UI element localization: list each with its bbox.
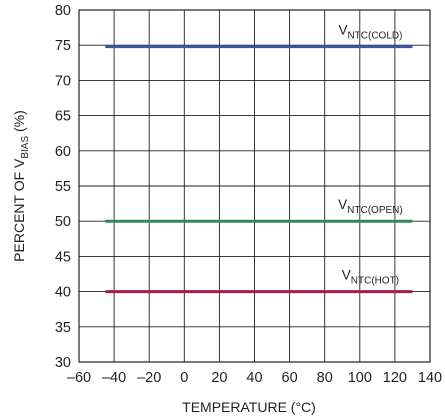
- grid: [78, 9, 431, 363]
- y-axis-title: PERCENT OF VBIAS (%): [11, 110, 31, 262]
- y-tick-label: 60: [55, 144, 71, 160]
- series-lines: [105, 45, 413, 294]
- series-label: VNTC(COLD): [338, 23, 402, 42]
- x-tick-label: 60: [282, 370, 298, 386]
- y-axis-title-main: PERCENT OF V: [11, 158, 27, 262]
- series-label: VNTC(HOT): [342, 268, 399, 287]
- x-tick-label: –60: [67, 370, 91, 386]
- x-tick-label: –40: [102, 370, 126, 386]
- tick-labels: –60 –40 –20 0 20 40 60 80 100 120 140 30 35 40 45 50 55 6…: [55, 3, 442, 386]
- y-tick-label: 70: [55, 73, 71, 89]
- y-tick-label: 50: [55, 214, 71, 230]
- x-tick-label: 20: [211, 370, 227, 386]
- y-tick-label: 65: [55, 109, 71, 125]
- x-axis-title: TEMPERATURE (°C): [182, 399, 316, 415]
- x-tick-label: –20: [137, 370, 161, 386]
- y-tick-label: 35: [55, 320, 71, 336]
- y-tick-label: 45: [55, 249, 71, 265]
- x-tick-label: 80: [317, 370, 333, 386]
- y-tick-label: 30: [55, 355, 71, 371]
- x-tick-label: 40: [246, 370, 262, 386]
- series-labels: VNTC(COLD) VNTC(OPEN) VNTC(HOT): [338, 23, 403, 287]
- series-label: VNTC(OPEN): [338, 197, 403, 216]
- plot-frame: [78, 9, 431, 363]
- y-tick-label: 55: [55, 179, 71, 195]
- x-tick-label: 0: [180, 370, 188, 386]
- x-tick-label: 100: [348, 370, 372, 386]
- y-tick-label: 40: [55, 285, 71, 301]
- x-tick-label: 120: [383, 370, 407, 386]
- y-axis-title-sub: BIAS: [20, 136, 31, 159]
- y-tick-label: 80: [55, 3, 71, 19]
- x-tick-label: 140: [418, 370, 442, 386]
- y-tick-label: 75: [55, 38, 71, 54]
- y-axis-title-suffix: (%): [11, 110, 27, 136]
